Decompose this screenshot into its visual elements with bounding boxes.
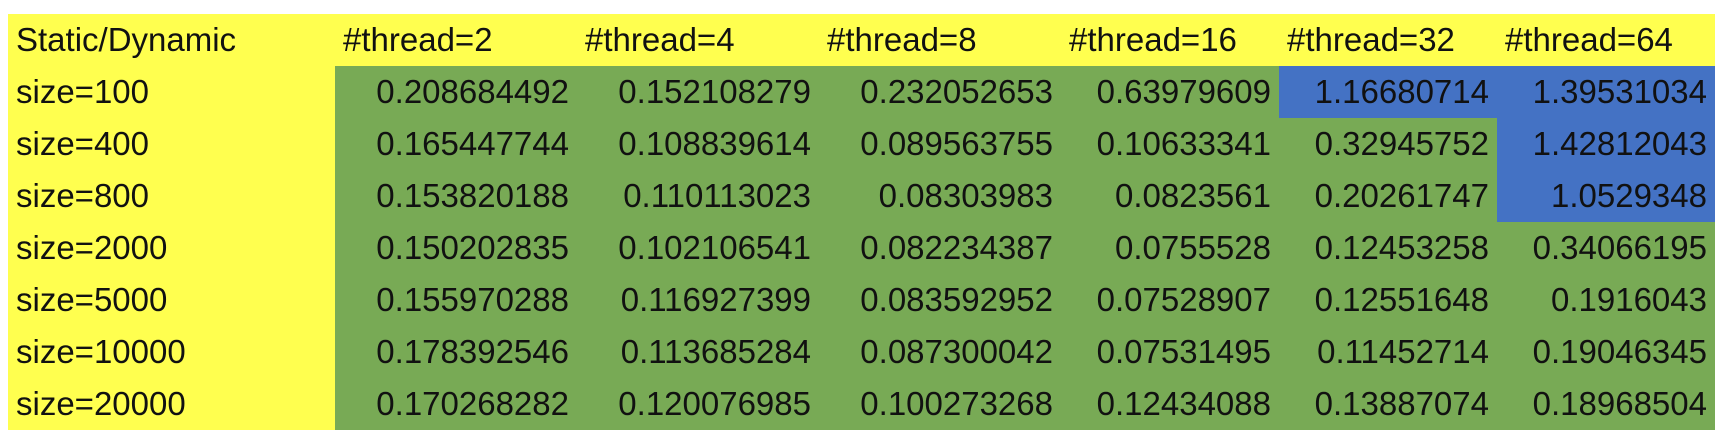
value-cell[interactable]: 0.102106541 xyxy=(577,222,819,274)
row-label[interactable]: size=800 xyxy=(8,170,335,222)
value-cell[interactable]: 0.100273268 xyxy=(819,378,1061,430)
value-cell[interactable]: 0.12453258 xyxy=(1279,222,1497,274)
value-cell[interactable]: 0.087300042 xyxy=(819,326,1061,378)
column-header[interactable]: #thread=16 xyxy=(1061,14,1279,66)
data-table: Static/Dynamic #thread=2 #thread=4 #thre… xyxy=(8,14,1715,430)
value-cell[interactable]: 0.07528907 xyxy=(1061,274,1279,326)
value-cell[interactable]: 0.19046345 xyxy=(1497,326,1715,378)
value-cell[interactable]: 0.32945752 xyxy=(1279,118,1497,170)
value-cell[interactable]: 1.16680714 xyxy=(1279,66,1497,118)
column-header[interactable]: #thread=32 xyxy=(1279,14,1497,66)
value-cell[interactable]: 0.150202835 xyxy=(335,222,577,274)
value-cell[interactable]: 0.08303983 xyxy=(819,170,1061,222)
row-label[interactable]: size=100 xyxy=(8,66,335,118)
value-cell[interactable]: 0.089563755 xyxy=(819,118,1061,170)
value-cell[interactable]: 0.082234387 xyxy=(819,222,1061,274)
column-header[interactable]: #thread=2 xyxy=(335,14,577,66)
value-cell[interactable]: 0.113685284 xyxy=(577,326,819,378)
column-header[interactable]: #thread=4 xyxy=(577,14,819,66)
value-cell[interactable]: 0.232052653 xyxy=(819,66,1061,118)
value-cell[interactable]: 0.0823561 xyxy=(1061,170,1279,222)
value-cell[interactable]: 0.170268282 xyxy=(335,378,577,430)
row-label[interactable]: size=10000 xyxy=(8,326,335,378)
value-cell[interactable]: 0.116927399 xyxy=(577,274,819,326)
value-cell[interactable]: 0.208684492 xyxy=(335,66,577,118)
value-cell[interactable]: 0.155970288 xyxy=(335,274,577,326)
value-cell[interactable]: 0.108839614 xyxy=(577,118,819,170)
value-cell[interactable]: 0.10633341 xyxy=(1061,118,1279,170)
value-cell[interactable]: 0.152108279 xyxy=(577,66,819,118)
value-cell[interactable]: 0.13887074 xyxy=(1279,378,1497,430)
row-label[interactable]: size=20000 xyxy=(8,378,335,430)
value-cell[interactable]: 0.110113023 xyxy=(577,170,819,222)
column-header[interactable]: #thread=8 xyxy=(819,14,1061,66)
row-label[interactable]: size=400 xyxy=(8,118,335,170)
value-cell[interactable]: 0.18968504 xyxy=(1497,378,1715,430)
row-label[interactable]: size=2000 xyxy=(8,222,335,274)
value-cell[interactable]: 0.07531495 xyxy=(1061,326,1279,378)
column-header[interactable]: #thread=64 xyxy=(1497,14,1715,66)
value-cell[interactable]: 0.178392546 xyxy=(335,326,577,378)
value-cell[interactable]: 1.39531034 xyxy=(1497,66,1715,118)
value-cell[interactable]: 1.42812043 xyxy=(1497,118,1715,170)
value-cell[interactable]: 0.12551648 xyxy=(1279,274,1497,326)
value-cell[interactable]: 0.11452714 xyxy=(1279,326,1497,378)
value-cell[interactable]: 0.165447744 xyxy=(335,118,577,170)
value-cell[interactable]: 0.20261747 xyxy=(1279,170,1497,222)
value-cell[interactable]: 1.0529348 xyxy=(1497,170,1715,222)
value-cell[interactable]: 0.63979609 xyxy=(1061,66,1279,118)
value-cell[interactable]: 0.083592952 xyxy=(819,274,1061,326)
row-label[interactable]: size=5000 xyxy=(8,274,335,326)
value-cell[interactable]: 0.1916043 xyxy=(1497,274,1715,326)
value-cell[interactable]: 0.12434088 xyxy=(1061,378,1279,430)
value-cell[interactable]: 0.34066195 xyxy=(1497,222,1715,274)
corner-cell[interactable]: Static/Dynamic xyxy=(8,14,335,66)
value-cell[interactable]: 0.153820188 xyxy=(335,170,577,222)
value-cell[interactable]: 0.0755528 xyxy=(1061,222,1279,274)
value-cell[interactable]: 0.120076985 xyxy=(577,378,819,430)
